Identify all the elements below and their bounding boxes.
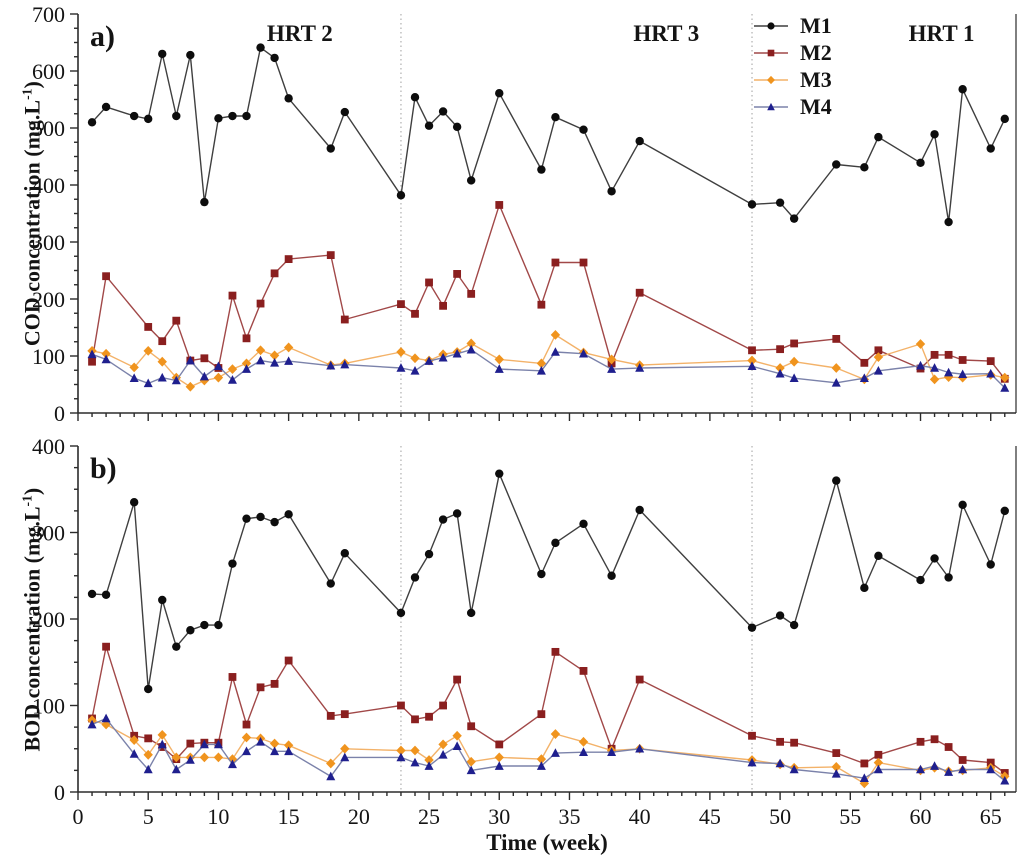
y-tick-label: 100	[32, 344, 65, 369]
x-tick-label: 0	[73, 804, 84, 829]
y-axis-title-cod-sup: -1	[19, 88, 35, 100]
x-tick-label: 40	[629, 804, 651, 829]
y-tick-label: 200	[32, 287, 65, 312]
x-tick-label: 50	[769, 804, 791, 829]
panel-b-letter: b)	[90, 452, 117, 485]
y-tick-label: 300	[32, 230, 65, 255]
y-axis-title-bod-suffix: )	[19, 487, 45, 496]
x-tick-label: 10	[207, 804, 229, 829]
y-tick-label: 200	[32, 607, 65, 632]
phase-label-hrt-2: HRT 2	[266, 21, 333, 46]
phase-label-hrt-1: HRT 1	[908, 21, 975, 46]
legend-item-M4: M4	[752, 93, 832, 120]
series-M1-line-b	[91, 473, 1006, 690]
series-M4-markers-b	[87, 713, 1010, 785]
legend-label-M1: M1	[800, 12, 832, 38]
legend-label-M3: M3	[800, 66, 832, 92]
y-axis-title-bod-text: BOD concentration (mg.L	[19, 506, 45, 752]
legend-marker-square-icon	[754, 49, 788, 56]
series-M4-markers-a	[87, 344, 1010, 392]
y-tick-label: 700	[32, 2, 65, 27]
series-M1-markers-b	[87, 469, 1009, 694]
series-M1-line-a	[91, 46, 1006, 223]
x-tick-label: 60	[910, 804, 932, 829]
series-M4-line-b	[91, 717, 1006, 782]
x-tick-label: 20	[348, 804, 370, 829]
y-axis-title-cod: COD concentration (mg.L-1)	[19, 4, 45, 424]
y-tick-label: 0	[54, 401, 65, 426]
x-tick-label: 35	[558, 804, 580, 829]
legend-marker-diamond-icon	[754, 75, 788, 84]
panel-a-letter: a)	[90, 20, 115, 53]
series-M3-line-a	[91, 334, 1005, 388]
x-axis-title: Time (week)	[486, 830, 608, 855]
legend-label-M2: M2	[800, 39, 832, 65]
legend-item-M1: M1	[752, 12, 832, 39]
legend-label-M4: M4	[800, 93, 832, 119]
legend: M1 M2 M3 M4	[752, 12, 832, 120]
y-tick-label: 100	[32, 693, 65, 718]
y-axis-title-bod: BOD concentration (mg.L-1)	[19, 410, 45, 830]
legend-item-M3: M3	[752, 66, 832, 93]
series-M2-line-b	[91, 646, 1006, 774]
series-M4-line-a	[91, 349, 1006, 389]
legend-marker-circle-icon	[754, 21, 788, 30]
y-axis-title-bod-sup: -1	[19, 495, 35, 507]
series-M1-markers-a	[87, 43, 1009, 227]
series-M3-line-b	[91, 719, 1006, 785]
series-M2-markers-b	[88, 642, 1009, 777]
x-tick-label: 55	[839, 804, 861, 829]
y-axis-title-cod-suffix: )	[19, 81, 45, 89]
x-tick-label: 5	[143, 804, 154, 829]
phase-label-hrt-3: HRT 3	[633, 21, 700, 46]
panel-b: 0 100 200 300 400 0 5 10 15 20 25 30 35 40 45 50 55 60 65	[32, 434, 1017, 829]
y-tick-label: 600	[32, 59, 65, 84]
x-tick-label: 15	[278, 804, 300, 829]
legend-item-M2: M2	[752, 39, 832, 66]
x-tick-label: 30	[488, 804, 510, 829]
series-M3-markers-b	[87, 715, 1010, 789]
panel-a: 0 100 200 300 400 500 600 700	[32, 2, 1017, 426]
x-tick-label: 65	[980, 804, 1002, 829]
series-M2-markers-a	[88, 201, 1009, 383]
y-axis-title-cod-text: COD concentration (mg.L	[19, 99, 45, 347]
y-tick-label: 400	[32, 173, 65, 198]
legend-marker-triangle-icon	[754, 102, 788, 110]
x-tick-label: 45	[699, 804, 721, 829]
x-tick-label: 25	[418, 804, 440, 829]
y-tick-label: 300	[32, 520, 65, 545]
y-tick-label: 400	[32, 434, 65, 459]
y-tick-label: 0	[54, 780, 65, 805]
y-tick-label: 500	[32, 116, 65, 141]
